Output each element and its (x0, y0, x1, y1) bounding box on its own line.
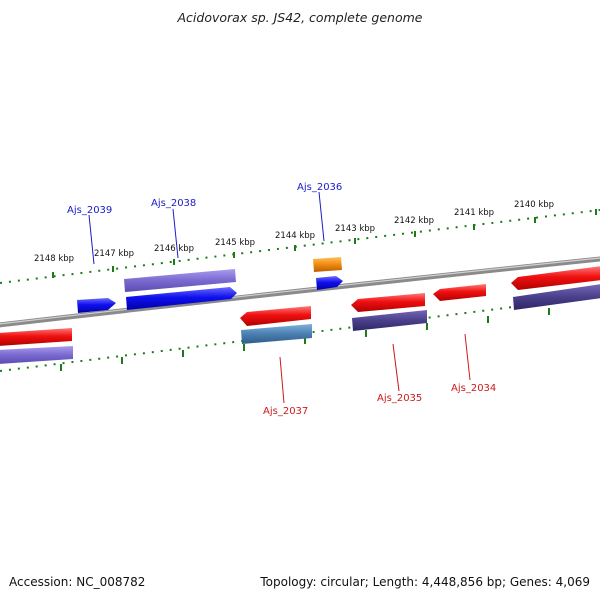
tick-label: 2144 kbp (275, 231, 315, 241)
leader-line (318, 191, 325, 242)
gene-label-ajs-2039[interactable]: Ajs_2039 (67, 205, 112, 216)
genome-backbone (0, 256, 600, 328)
major-ticks-upper (52, 209, 597, 278)
cds-ajs-2035[interactable] (351, 293, 425, 312)
tick-label: 2142 kbp (394, 216, 434, 226)
map-title: Acidovorax sp. JS42, complete genome (177, 10, 423, 25)
gene-partial-left[interactable] (0, 346, 73, 364)
tick-label: 2146 kbp (154, 244, 194, 254)
tick-label: 2147 kbp (94, 249, 134, 259)
lower-ruler (0, 295, 600, 372)
genome-backbone-highlight (0, 257, 600, 325)
cds-partial-right[interactable] (511, 266, 600, 290)
gene-label-ajs-2035[interactable]: Ajs_2035 (377, 393, 422, 404)
gene-label-ajs-2037[interactable]: Ajs_2037 (263, 406, 308, 417)
cds-ajs-2038[interactable] (126, 287, 237, 310)
cds-ajs-2037[interactable] (240, 306, 311, 326)
upper-ruler: 2148 kbp 2147 kbp 2146 kbp 2145 kbp 2144… (0, 200, 600, 284)
forward-strand-features (77, 257, 343, 313)
accession-text: Accession: NC_008782 (9, 575, 145, 589)
gene-label-ajs-2038[interactable]: Ajs_2038 (151, 198, 196, 209)
cds-partial-left[interactable] (0, 328, 72, 346)
tick-label: 2148 kbp (34, 254, 74, 264)
cds-ajs-2034[interactable] (433, 284, 486, 301)
leader-line (88, 214, 95, 265)
cds-ajs-2036[interactable] (316, 276, 343, 290)
gene-label-ajs-2034[interactable]: Ajs_2034 (451, 383, 496, 394)
gene-partial-right[interactable] (513, 284, 600, 310)
tick-label: 2140 kbp (514, 200, 554, 210)
leader-line (392, 343, 400, 392)
reverse-strand-features (0, 266, 600, 364)
gene-ajs-2038[interactable] (124, 269, 236, 292)
rna-ajs-2036[interactable] (313, 257, 342, 272)
gene-ajs-2035[interactable] (352, 310, 427, 331)
genome-summary-text: Topology: circular; Length: 4,448,856 bp… (259, 575, 590, 589)
leader-line (279, 356, 285, 404)
leader-line (172, 208, 179, 259)
cds-ajs-2039[interactable] (77, 298, 116, 313)
leader-line (464, 333, 471, 381)
gene-ajs-2037[interactable] (241, 324, 312, 344)
tick-label: 2141 kbp (454, 208, 494, 218)
gene-label-ajs-2036[interactable]: Ajs_2036 (297, 182, 342, 193)
tick-label: 2143 kbp (335, 224, 375, 234)
tick-label: 2145 kbp (215, 238, 255, 248)
gene-labels: Ajs_2039 Ajs_2038 Ajs_2036 Ajs_2037 Ajs_… (67, 182, 496, 417)
